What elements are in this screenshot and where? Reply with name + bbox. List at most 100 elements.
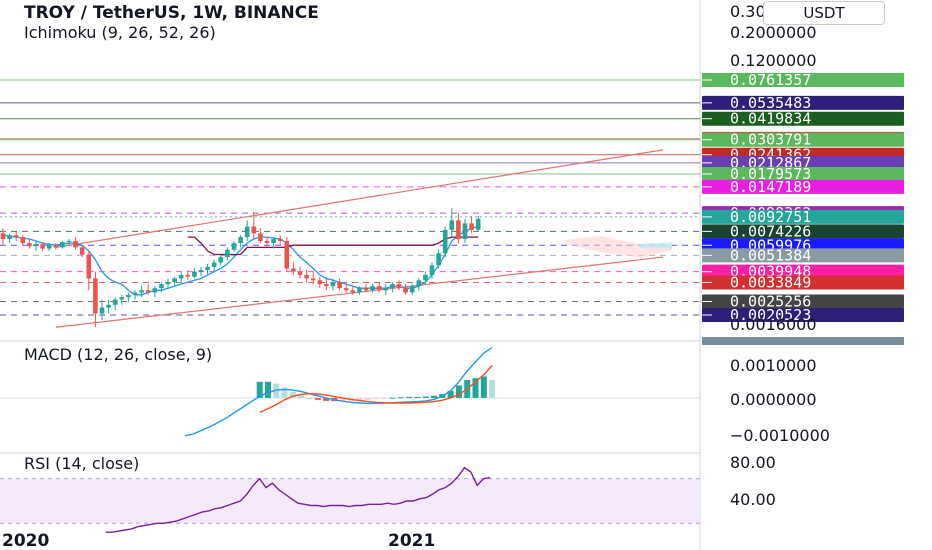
price-tag-bg [702, 155, 904, 170]
price-tag: 0.0761357 [702, 71, 904, 89]
macd-histogram-bar [414, 396, 421, 398]
time-label-2021: 2021 [388, 531, 435, 550]
macd-line [184, 347, 493, 437]
candle-body [284, 241, 290, 269]
signal-line [259, 365, 493, 414]
macd-histogram-bar [265, 381, 271, 398]
macd-histogram-bar [381, 398, 388, 399]
candle-body [317, 280, 323, 285]
candle-body [258, 233, 263, 242]
candle-body [218, 257, 224, 263]
macd-histogram-bar [256, 381, 263, 398]
candle-body [178, 274, 184, 279]
time-label-2020: 2020 [2, 531, 49, 550]
price-tag-bg [702, 209, 904, 224]
candle-body [20, 237, 26, 244]
candle-body [185, 274, 191, 277]
macd-histogram-bar [397, 397, 404, 399]
kijun-line [187, 236, 479, 256]
candle-body [383, 288, 389, 291]
candle-body [205, 266, 210, 270]
candle-body [396, 284, 402, 289]
macd-histogram-bar [431, 395, 437, 398]
candle-body [251, 226, 257, 234]
candle-body [79, 247, 85, 255]
candle-body [475, 218, 481, 230]
candle-body [442, 229, 448, 254]
candlestick-series[interactable] [0, 208, 481, 328]
macd-histogram-bar [356, 398, 363, 401]
price-tag-bg [702, 294, 904, 309]
price-tag-value: 0.0092751 [730, 208, 811, 226]
price-tag: 0.0051384 [702, 246, 904, 264]
price-tag-bg [702, 308, 904, 322]
candle-body [310, 278, 316, 281]
price-tag-value: 0.0033849 [730, 273, 811, 291]
macd-histogram-bar [298, 395, 305, 398]
macd-histogram-bar [447, 390, 454, 398]
candle-body [198, 269, 204, 272]
price-tag-bg [702, 111, 904, 126]
candle-body [0, 233, 6, 240]
candle-body [112, 299, 118, 305]
candle-body [132, 292, 138, 295]
candle-body [350, 290, 356, 293]
candle-body [264, 241, 270, 244]
price-tag: 0.0025256 [702, 293, 904, 311]
macd-axis-label-0: 0.0010000 [730, 356, 817, 375]
candle-body [370, 286, 375, 291]
price-tag-bg [702, 95, 904, 110]
candle-body [304, 274, 309, 279]
price-tag: 0.0303791 [702, 131, 904, 149]
candle-body [297, 271, 303, 275]
price-tag: 0.0179573 [702, 165, 904, 183]
rsi-pane[interactable] [0, 466, 700, 533]
candle-body [277, 239, 283, 242]
price-tag-value: 0.0147189 [730, 178, 811, 196]
candle-body [416, 280, 422, 287]
candle-body [390, 284, 395, 289]
price-tag-value: 0.0535483 [730, 94, 811, 112]
candle-body [165, 282, 171, 285]
candle-body [244, 226, 250, 238]
price-tag: 0.0033849 [702, 273, 904, 291]
price-tag-bg [702, 248, 904, 263]
candle-body [40, 244, 45, 249]
candle-body [73, 241, 78, 248]
candle-body [60, 242, 65, 248]
candle-body [462, 223, 468, 240]
price-tag-value: 0.0020523 [730, 306, 811, 324]
candle-body [46, 245, 52, 249]
currency-button[interactable]: USDT [763, 1, 885, 25]
candle-body [409, 286, 415, 293]
rsi-legend: RSI (14, close) [24, 454, 139, 473]
candle-body [403, 288, 408, 293]
symbol-title: TROY / TetherUS, 1W, BINANCE [24, 3, 319, 23]
candle-body [357, 288, 362, 293]
macd-pane[interactable] [0, 347, 700, 437]
candle-body [13, 235, 19, 238]
price-tag-value: 0.0074226 [730, 222, 811, 240]
candle-body [192, 271, 197, 277]
macd-histogram-bar [489, 380, 496, 398]
price-tag: 0.0147189 [702, 178, 904, 196]
price-tag-bg [702, 179, 904, 194]
candle-body [423, 274, 428, 281]
candle-body [429, 265, 435, 275]
ichimoku-cloud [565, 236, 672, 258]
candle-body [436, 253, 441, 266]
price-tag-value: 0.0025256 [730, 293, 811, 311]
price-tag-value: 0.0419834 [730, 110, 811, 128]
candle-body [106, 304, 111, 308]
price-tag-value: 0.0179573 [730, 165, 811, 183]
macd-histogram-bar [314, 398, 321, 400]
rsi-axis-label-0: 80.00 [730, 453, 776, 472]
candle-body [330, 282, 336, 287]
price-axis-bottom-label: 0.0016000 [730, 315, 817, 334]
price-tag-bg [702, 264, 904, 279]
candle-body [324, 284, 329, 287]
macd-histogram-bar [455, 385, 462, 398]
candle-body [172, 278, 177, 283]
candle-body [211, 262, 217, 267]
